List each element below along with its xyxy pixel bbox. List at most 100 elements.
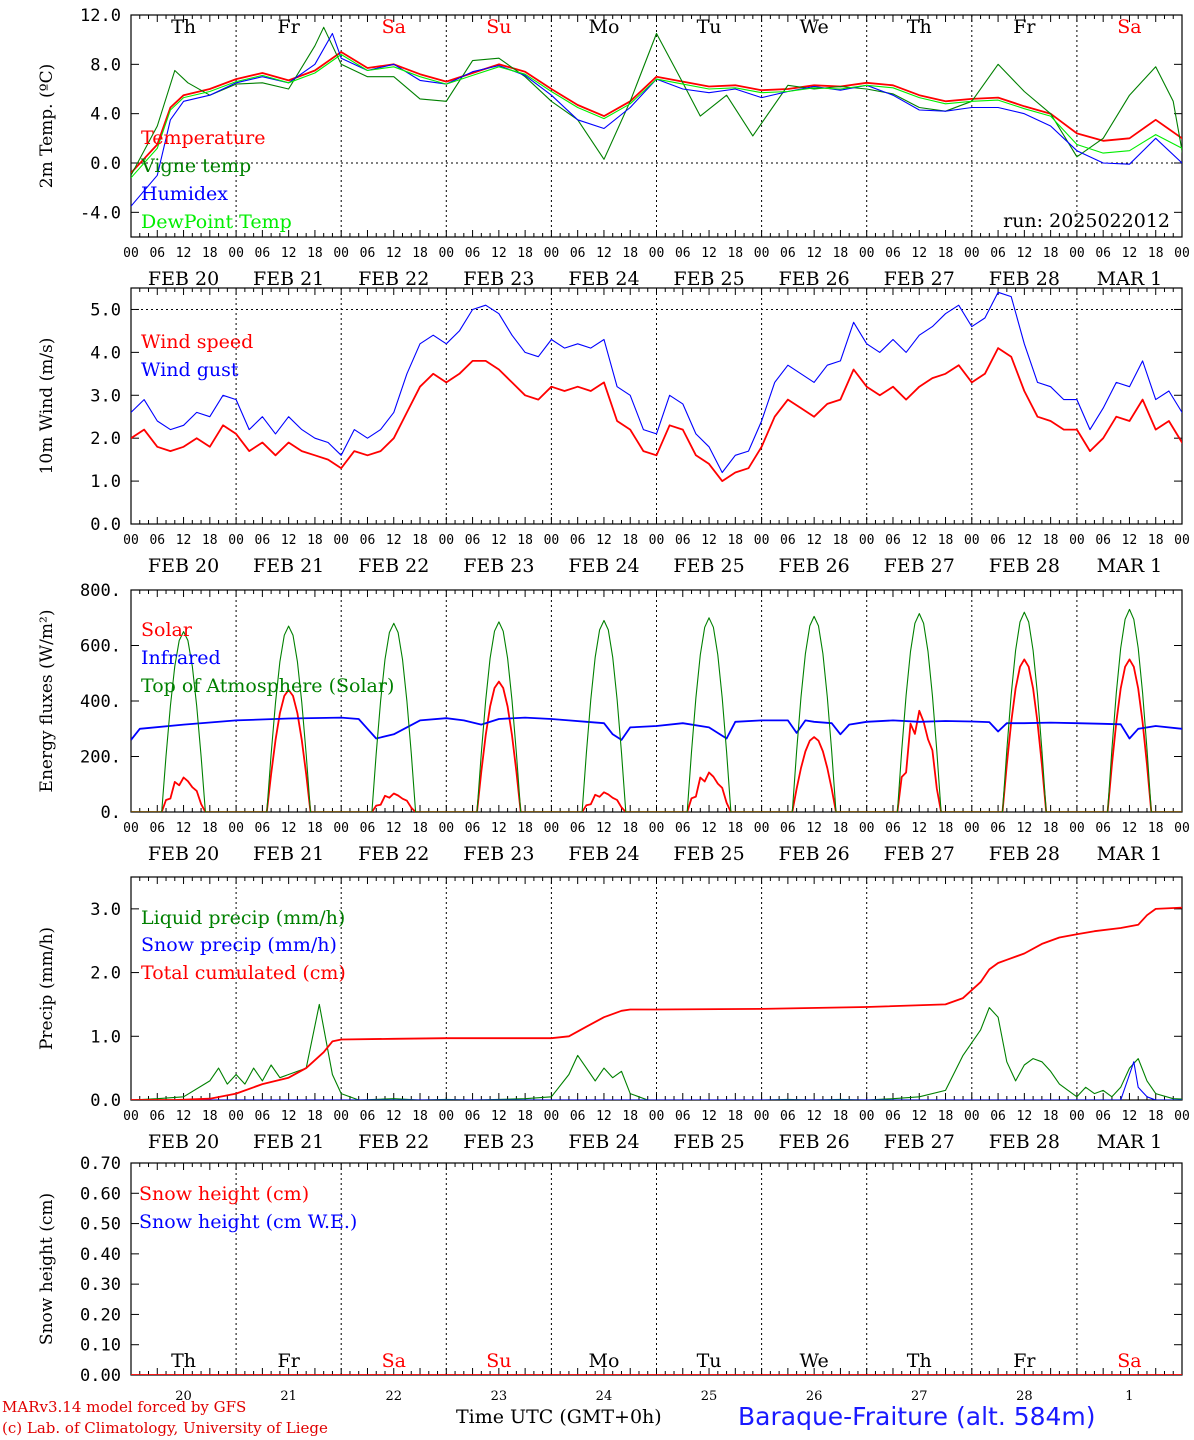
- y-tick-label: 2.0: [90, 964, 121, 984]
- hour-tick-label: 06: [149, 821, 165, 836]
- hour-tick-label: 18: [833, 821, 849, 836]
- legend-entry: Temperature: [141, 127, 265, 149]
- hour-tick-label: 12: [596, 1109, 612, 1124]
- hour-tick-label: 18: [622, 821, 638, 836]
- y-tick-label: 5.0: [90, 300, 121, 320]
- panel-1: 12.0 8.0 4.0 0.0 -4.0 2m Temp. (ºC) 00 06 12 18 FE…: [37, 6, 1190, 290]
- hour-tick-label: 06: [149, 246, 165, 261]
- hour-tick-label: 12: [911, 533, 927, 548]
- hour-tick-label: 12: [281, 533, 297, 548]
- hour-tick-label: 12: [701, 246, 717, 261]
- series-group: [131, 291, 1182, 482]
- hour-tick-label: 18: [1148, 246, 1164, 261]
- legend-entry: Snow height (cm W.E.): [139, 1211, 357, 1233]
- hour-tick-label: 06: [1095, 821, 1111, 836]
- weekday-label: Sa: [382, 1350, 406, 1372]
- hour-tick-label: 00: [123, 1109, 139, 1124]
- y-tick-label: 0.: [101, 803, 121, 823]
- y-tick-label: 0.70: [80, 1154, 121, 1174]
- legend-entry: Infrared: [141, 647, 221, 669]
- y-tick-label: 3.0: [90, 386, 121, 406]
- day-number-label: 22: [385, 1389, 402, 1404]
- hour-tick-label: 18: [517, 1109, 533, 1124]
- hour-tick-label: 18: [727, 1109, 743, 1124]
- hour-tick-label: 06: [675, 246, 691, 261]
- hour-tick-label: 12: [701, 533, 717, 548]
- y-tick-label: 600.: [80, 637, 121, 657]
- hour-tick-label: 18: [938, 533, 954, 548]
- hour-tick-label: 18: [307, 246, 323, 261]
- weekday-label: Fr: [1013, 1350, 1036, 1372]
- day-number-label: 25: [701, 1389, 718, 1404]
- day-number-label: 23: [491, 1389, 508, 1404]
- hour-tick-label: 12: [806, 246, 822, 261]
- hour-tick-label: 00: [333, 821, 349, 836]
- hour-tick-label: 00: [859, 533, 875, 548]
- hour-tick-label: 06: [1095, 1109, 1111, 1124]
- hour-tick-label: 06: [1095, 533, 1111, 548]
- hour-tick-label: 18: [938, 246, 954, 261]
- hour-tick-label: 06: [570, 821, 586, 836]
- hour-tick-label: 00: [649, 821, 665, 836]
- series-line-infrared: [131, 716, 1182, 741]
- series-line-vigne-temp: [131, 26, 1182, 176]
- hour-tick-label: 06: [149, 1109, 165, 1124]
- series-line-snow-precip-mm-h-: [131, 1061, 1182, 1100]
- weekday-label: We: [800, 16, 829, 38]
- hour-tick-label: 12: [701, 1109, 717, 1124]
- hour-tick-label: 12: [1017, 1109, 1033, 1124]
- hour-tick-label: 18: [307, 1109, 323, 1124]
- hour-tick-label: 06: [990, 1109, 1006, 1124]
- date-label: FEB 23: [463, 1131, 534, 1153]
- hour-tick-label: 06: [885, 246, 901, 261]
- hour-tick-label: 06: [255, 1109, 271, 1124]
- date-label: FEB 25: [673, 843, 744, 865]
- hour-tick-label: 00: [964, 246, 980, 261]
- hour-tick-label: 00: [754, 246, 770, 261]
- hour-tick-label: 06: [465, 533, 481, 548]
- hour-tick-label: 00: [544, 821, 560, 836]
- hour-tick-label: 00: [964, 1109, 980, 1124]
- date-label: FEB 27: [884, 843, 955, 865]
- weekday-label: Th: [171, 16, 196, 38]
- hour-tick-label: 00: [754, 1109, 770, 1124]
- hour-tick-label: 18: [1043, 533, 1059, 548]
- hour-tick-label: 18: [202, 1109, 218, 1124]
- hour-tick-label: 12: [911, 246, 927, 261]
- hour-tick-label: 12: [176, 821, 192, 836]
- hour-tick-label: 00: [228, 533, 244, 548]
- hour-tick-label: 06: [570, 1109, 586, 1124]
- hour-tick-label: 12: [281, 1109, 297, 1124]
- date-label: FEB 23: [463, 843, 534, 865]
- hour-tick-label: 18: [517, 533, 533, 548]
- weekday-label: Su: [486, 16, 511, 38]
- hour-tick-label: 00: [754, 821, 770, 836]
- date-label: FEB 22: [358, 1131, 429, 1153]
- date-label: FEB 20: [148, 843, 219, 865]
- date-label: FEB 23: [463, 268, 534, 290]
- date-label: FEB 22: [358, 268, 429, 290]
- series-line-humidex: [131, 32, 1182, 207]
- hour-tick-label: 00: [1069, 1109, 1085, 1124]
- weekday-label: We: [800, 1350, 829, 1372]
- legend-entry: Liquid precip (mm/h): [141, 907, 345, 929]
- hour-tick-label: 18: [1148, 821, 1164, 836]
- y-axis-label: Snow height (cm): [37, 1193, 57, 1345]
- y-axis-label: 2m Temp. (ºC): [37, 64, 57, 189]
- hour-tick-label: 12: [176, 1109, 192, 1124]
- hour-tick-label: 12: [911, 821, 927, 836]
- hour-tick-label: 18: [938, 821, 954, 836]
- date-label: FEB 26: [779, 555, 850, 577]
- hour-tick-label: 12: [806, 1109, 822, 1124]
- hour-tick-label: 00: [228, 1109, 244, 1124]
- hour-tick-label: 06: [255, 246, 271, 261]
- y-tick-label: 0.30: [80, 1275, 121, 1295]
- hour-tick-label: 18: [517, 246, 533, 261]
- legend-entry: DewPoint Temp: [141, 211, 292, 233]
- y-tick-label: 0.60: [80, 1184, 121, 1204]
- series-group: [131, 608, 1182, 812]
- date-label: FEB 26: [779, 1131, 850, 1153]
- date-label: FEB 28: [989, 555, 1060, 577]
- hour-tick-label: 12: [701, 821, 717, 836]
- date-label: FEB 27: [884, 268, 955, 290]
